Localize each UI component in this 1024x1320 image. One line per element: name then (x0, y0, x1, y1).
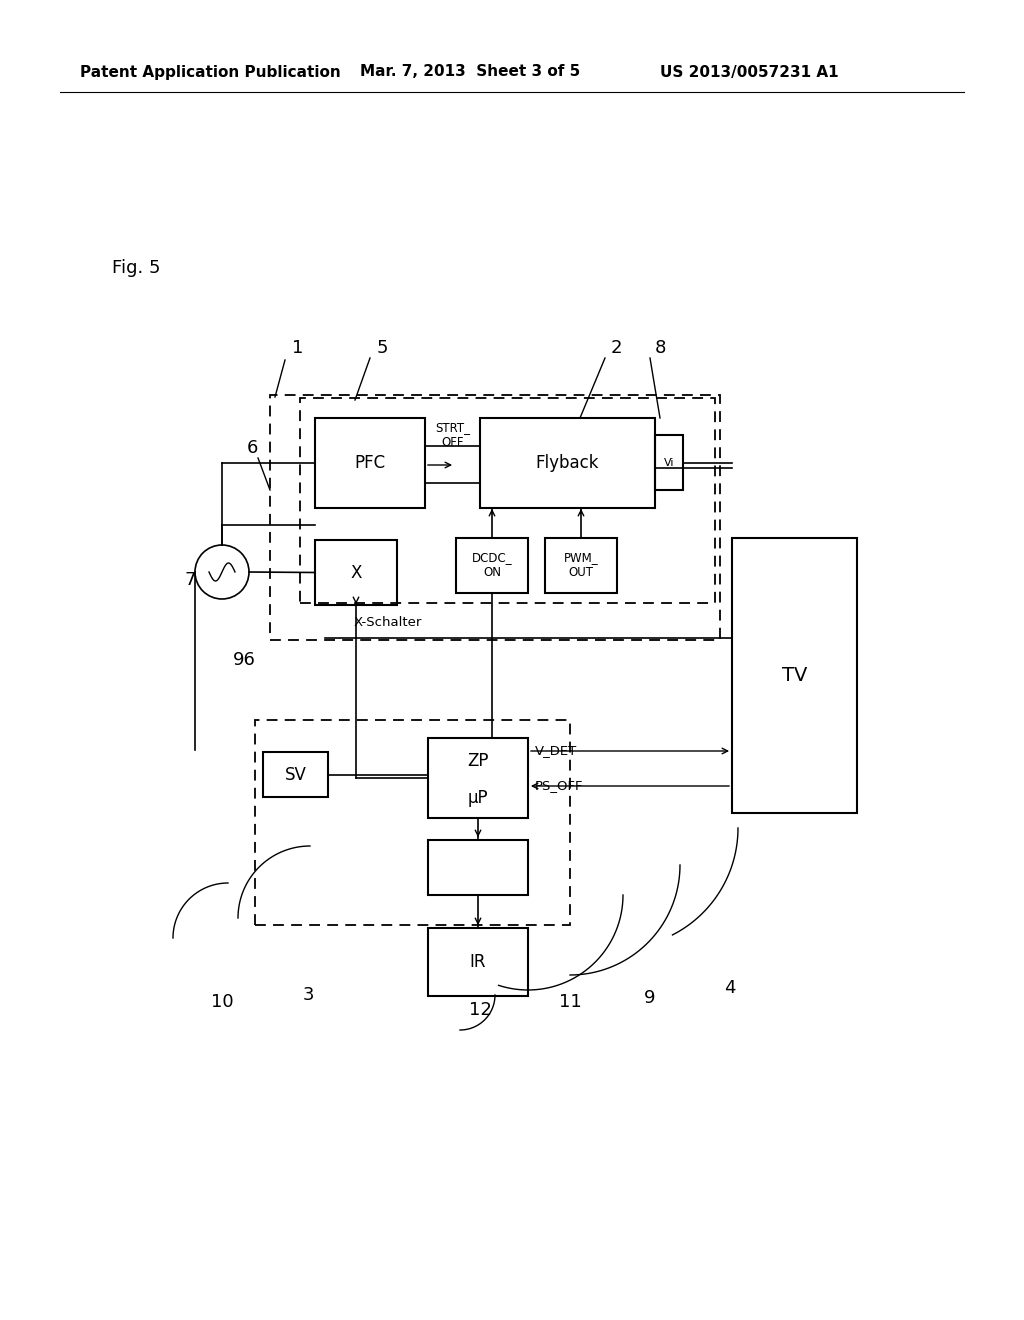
Text: PWM_
OUT: PWM_ OUT (563, 552, 598, 579)
Bar (428, 738, 528, 818)
Bar (456, 539, 528, 593)
Text: DCDC_
ON: DCDC_ ON (472, 552, 512, 579)
Text: 3: 3 (302, 986, 313, 1005)
Text: 1: 1 (292, 339, 304, 356)
Text: Fig. 5: Fig. 5 (112, 259, 161, 277)
Text: μP: μP (468, 789, 488, 807)
Bar (655, 436, 683, 490)
Text: 12: 12 (469, 1001, 492, 1019)
Bar (315, 540, 397, 605)
Text: V_DET: V_DET (535, 744, 578, 758)
Text: PFC: PFC (354, 454, 386, 473)
Text: 4: 4 (724, 979, 736, 997)
Text: 10: 10 (211, 993, 233, 1011)
Text: 7: 7 (184, 572, 196, 589)
Text: X-Schalter: X-Schalter (354, 615, 422, 628)
Text: ZP: ZP (467, 752, 488, 770)
Bar (315, 418, 425, 508)
Text: X: X (350, 564, 361, 582)
Text: 96: 96 (232, 651, 255, 669)
Bar (428, 928, 528, 997)
Text: PS_OFF: PS_OFF (535, 780, 584, 792)
Text: 2: 2 (610, 339, 622, 356)
Text: US 2013/0057231 A1: US 2013/0057231 A1 (660, 65, 839, 79)
Text: 11: 11 (559, 993, 582, 1011)
Text: Patent Application Publication: Patent Application Publication (80, 65, 341, 79)
Text: Flyback: Flyback (536, 454, 599, 473)
Bar (480, 418, 655, 508)
Text: 5: 5 (376, 339, 388, 356)
Text: 9: 9 (644, 989, 655, 1007)
Bar (732, 539, 857, 813)
Text: 6: 6 (247, 440, 258, 457)
Bar (300, 399, 715, 603)
Text: SV: SV (285, 766, 306, 784)
Bar (545, 539, 617, 593)
Bar (255, 719, 570, 925)
Text: TV: TV (781, 667, 807, 685)
Text: 8: 8 (654, 339, 666, 356)
Bar (270, 395, 720, 640)
Text: IR: IR (470, 953, 486, 972)
Bar (263, 752, 328, 797)
Text: Vi: Vi (664, 458, 674, 467)
Bar (428, 840, 528, 895)
Text: STRT_
OFF: STRT_ OFF (435, 421, 470, 449)
Text: Mar. 7, 2013  Sheet 3 of 5: Mar. 7, 2013 Sheet 3 of 5 (360, 65, 581, 79)
